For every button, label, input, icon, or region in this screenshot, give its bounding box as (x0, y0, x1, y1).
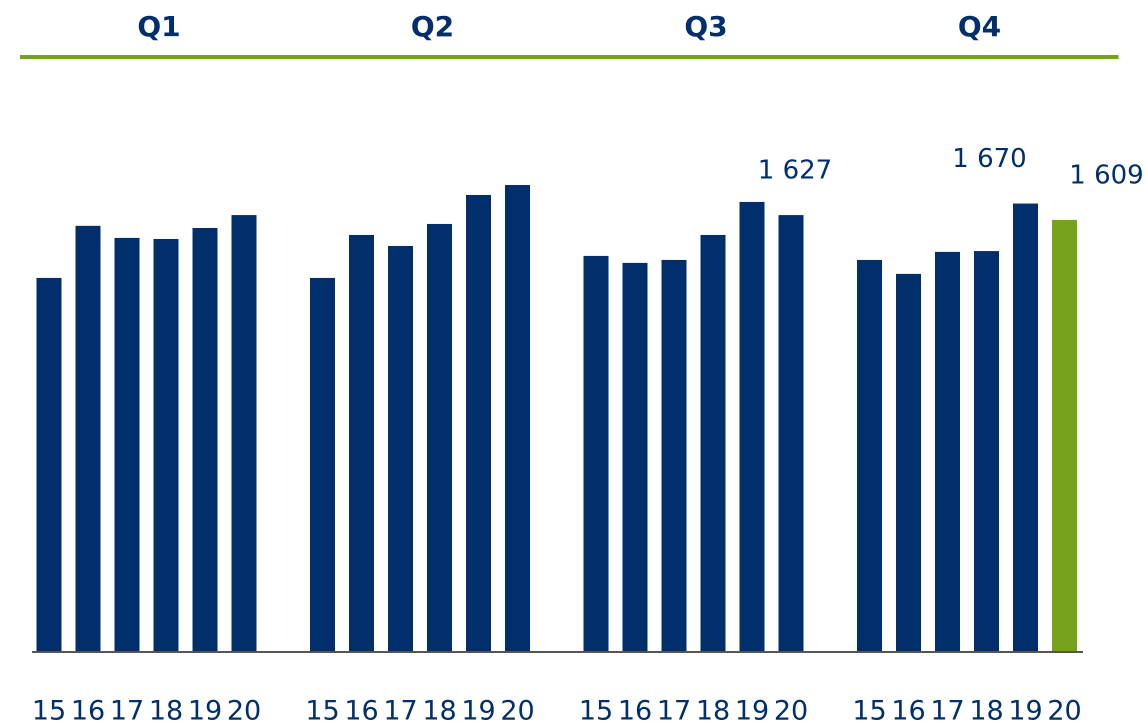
bar (153, 238, 179, 652)
data-label: 1 609 (1069, 160, 1143, 190)
x-tick-label: 16 (71, 696, 105, 724)
bar (974, 251, 999, 652)
x-tick-label: 16 (618, 696, 652, 724)
bar (661, 259, 687, 652)
bar (857, 259, 882, 652)
bar (310, 277, 335, 652)
bar (192, 227, 218, 652)
bar (36, 277, 62, 652)
group-title: Q3 (684, 10, 727, 43)
bar (622, 262, 648, 652)
x-tick-label: 15 (852, 696, 886, 724)
bar (583, 255, 609, 652)
bar (427, 223, 452, 653)
x-tick-label: 19 (188, 696, 222, 724)
x-tick-label: 19 (1008, 696, 1042, 724)
x-tick-label: 19 (735, 696, 769, 724)
bar (935, 251, 960, 652)
x-tick-label: 18 (969, 696, 1003, 724)
x-tick-label: 20 (500, 696, 534, 724)
bar (388, 245, 413, 652)
x-tick-label: 17 (930, 696, 964, 724)
x-tick-label: 19 (461, 696, 495, 724)
x-tick-label: 17 (657, 696, 691, 724)
data-label: 1 627 (758, 156, 832, 186)
bar (1013, 203, 1038, 653)
group-title: Q2 (411, 10, 454, 43)
data-label: 1 670 (952, 144, 1026, 174)
x-tick-label: 18 (696, 696, 730, 724)
x-tick-label: 18 (149, 696, 183, 724)
bar (349, 234, 374, 653)
group-title: Q1 (137, 10, 180, 43)
bar (739, 201, 765, 653)
bar (505, 185, 530, 652)
bar (778, 215, 804, 652)
x-tick-label: 17 (383, 696, 417, 724)
x-tick-label: 16 (344, 696, 378, 724)
x-tick-label: 20 (227, 696, 261, 724)
x-tick-label: 20 (774, 696, 808, 724)
bar (1052, 219, 1077, 653)
group-title: Q4 (958, 10, 1001, 43)
x-tick-label: 20 (1047, 696, 1081, 724)
x-tick-label: 16 (891, 696, 925, 724)
bar (75, 225, 101, 652)
x-tick-label: 15 (579, 696, 613, 724)
x-tick-label: 18 (422, 696, 456, 724)
bar (466, 194, 491, 653)
bar (114, 237, 140, 652)
bar (231, 215, 257, 652)
x-tick-label: 15 (305, 696, 339, 724)
x-tick-label: 15 (32, 696, 66, 724)
bar (700, 234, 726, 653)
x-tick-label: 17 (110, 696, 144, 724)
bar (896, 273, 921, 652)
